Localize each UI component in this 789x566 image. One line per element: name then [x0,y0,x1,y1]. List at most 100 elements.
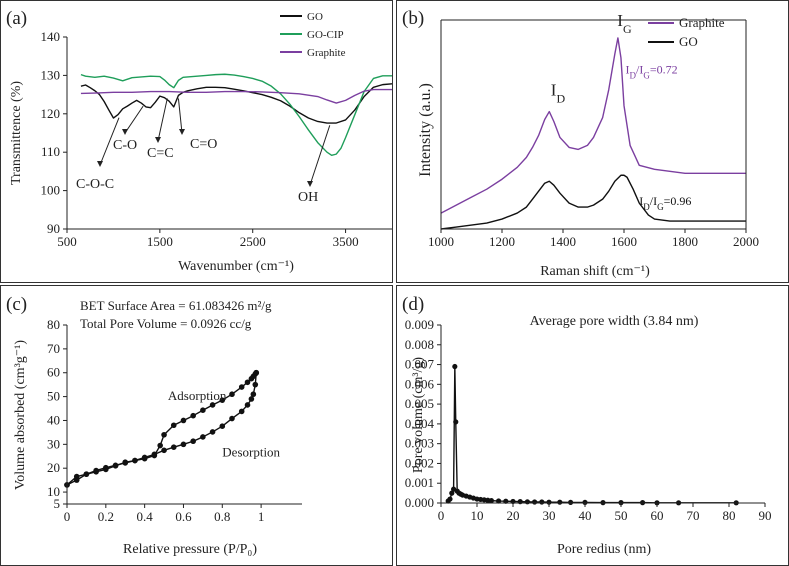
panel-b-frame [396,0,789,283]
annotation-label: C=C [147,146,174,161]
annotation-arrow [309,125,331,186]
series-desorption-point [252,381,259,388]
series-adsorption-point [209,402,216,408]
series-adsorption-point [229,391,235,398]
x-tick-label: 10 [471,508,484,523]
x-tick-label: 2500 [240,234,266,249]
panel-d: (d) Average pore width (3.84 nm) 0 10 20 30… [402,294,772,557]
annotation-arrowhead [97,161,103,167]
y-tick-label: 0.008 [405,337,434,352]
panel-d-title: Average pore width (3.84 nm) [530,314,699,329]
y-tick-label: 0.001 [405,475,434,490]
series-desorption-point [141,454,148,461]
annotation-label: ID/IG=0.72 [626,63,678,81]
x-tick-label: 0.2 [98,509,114,524]
panel-c-xlabel: Relative pressure (P/P₀) [123,542,257,557]
legend-entry: GO [307,11,323,23]
panel-d-ylabel: Pore volume (cm³/g) [411,357,426,474]
y-tick-label: 50 [47,389,60,404]
panel-c-pore-text: Total Pore Volume = 0.0926 cc/g [80,316,252,331]
panel-d-xlabel: Pore redius (nm) [557,542,651,557]
series-desorption-point [122,460,129,466]
series-desorption-point [112,462,119,469]
annotation-arrowhead [307,181,313,187]
series-pore-distribution-point [539,499,545,505]
y-tick-label: 90 [47,221,60,236]
series-adsorption-point [244,379,251,386]
annotation-label: Adsorption [168,388,227,403]
series-adsorption-point [157,442,163,449]
series-desorption-point [244,402,251,408]
y-tick-label: 0.002 [405,455,434,470]
series-desorption-point [253,369,260,376]
series-pore-distribution-point [524,499,531,505]
x-tick-label: 2000 [733,234,759,249]
series-graphite [80,88,392,104]
annotation-label: OH [298,190,318,205]
series-pore-distribution-point [452,363,458,370]
series-pore-distribution-point [568,499,574,506]
x-tick-label: 1800 [672,234,698,249]
annotation-arrow [99,117,120,166]
x-tick-label: 0.6 [175,509,192,524]
panel-c: (c) BET Surface Area = 61.083426 m²/g To… [6,294,302,557]
annotation-arrowhead [179,129,185,135]
series-adsorption-point [219,397,226,403]
y-tick-label: 80 [47,317,60,332]
x-tick-label: 0.8 [214,509,230,524]
panel-d-label: (d) [402,294,424,315]
annotation-label: ID [551,81,566,106]
series-pore-distribution-point [496,498,502,504]
annotation-arrow [124,105,144,134]
series-adsorption-point [180,417,187,424]
series-desorption-point [200,434,206,440]
y-tick-label: 40 [47,412,60,427]
legend-entry: Graphite [679,15,725,30]
y-tick-label: 0.004 [405,416,435,431]
x-tick-label: 30 [543,508,556,523]
series-desorption-point [180,441,187,448]
y-tick-label: 0.005 [405,396,434,411]
panel-a: (a) 500 1500 2500 3500 90 100 110 120 130 140 C-O… [6,8,393,274]
series-go-cip [80,73,392,156]
annotation-label: Desorption [222,444,280,459]
series-graphite [440,37,746,214]
panel-a-xlabel: Wavenumber (cm⁻¹) [178,259,294,274]
y-tick-label: 60 [47,365,60,380]
y-tick-label: 30 [47,436,60,451]
y-tick-label: 70 [47,341,60,356]
annotation-arrowhead [122,129,128,135]
x-tick-label: 1500 [147,234,173,249]
y-tick-label: 20 [47,460,60,475]
series-desorption-point [93,467,99,474]
series-desorption-point [132,457,138,464]
panel-c-ylabel: Volume absorbed (cm³g⁻¹) [13,340,28,490]
series-pore-distribution-point [453,419,459,425]
x-tick-label: 3500 [333,234,359,249]
series-pore-distribution-point [488,498,494,504]
x-tick-label: 60 [651,508,664,523]
panel-c-label: (c) [6,294,27,315]
x-tick-label: 70 [687,508,700,523]
annotation-label: C=O [190,137,217,152]
annotation-label: ID/IG=0.96 [639,194,691,212]
series-pore-distribution-point [447,496,453,502]
series-adsorption-point [170,422,177,429]
series-pore-distribution [447,365,737,504]
series-desorption-point [190,438,196,445]
legend-entry: GO [679,34,698,49]
legend-entry: Graphite [307,47,346,59]
series-desorption-point [161,447,167,454]
series-pore-distribution-point [557,499,563,505]
series-adsorption-point [161,431,167,438]
y-tick-label: 0.000 [405,495,434,510]
panel-a-ylabel: Transmittence (%) [9,81,24,185]
panel-a-label: (a) [6,8,27,29]
x-tick-label: 1200 [489,234,515,249]
y-tick-label: 110 [41,144,60,159]
x-tick-label: 90 [759,508,772,523]
series-adsorption-point [238,384,245,390]
x-tick-label: 1400 [550,234,576,249]
x-tick-label: 500 [57,234,77,249]
